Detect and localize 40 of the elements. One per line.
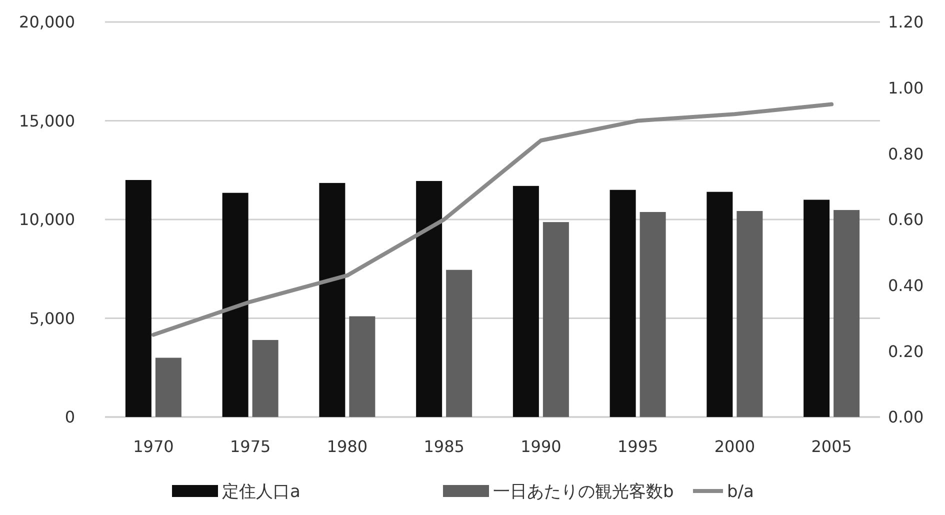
line-series [151, 102, 834, 337]
bar [155, 358, 182, 417]
bar [736, 211, 763, 417]
y2-tick-label: 0.60 [888, 210, 924, 230]
bar [834, 210, 860, 417]
x-tick-label: 2005 [811, 437, 852, 456]
y2-tick-label: 0.40 [888, 276, 924, 295]
y-tick-label: 0 [64, 408, 75, 427]
bar [512, 186, 539, 417]
y2-tick-label: 0.00 [888, 408, 924, 427]
y2-tick-label: 0.80 [888, 144, 924, 164]
x-tick-label: 1995 [617, 437, 658, 456]
bar [706, 192, 733, 417]
legend-label: b/a [727, 482, 754, 502]
x-tick-label: 2000 [714, 437, 756, 456]
bar [542, 222, 569, 417]
x-tick-label: 1990 [520, 437, 562, 456]
x-tick-label: 1970 [133, 437, 174, 456]
bar [222, 192, 248, 417]
bar [804, 200, 830, 417]
bar [416, 180, 442, 417]
y-tick-label: 15,000 [19, 111, 75, 130]
bar [640, 212, 666, 417]
bar [610, 190, 636, 417]
bar [349, 316, 376, 417]
y2-tick-label: 0.20 [888, 342, 924, 361]
y-tick-label: 10,000 [19, 210, 75, 230]
bar [252, 340, 278, 417]
x-tick-label: 1975 [230, 437, 271, 456]
legend-label: 定住人口a [222, 482, 300, 502]
x-tick-label: 1980 [326, 437, 368, 456]
y2-tick-label: 1.20 [888, 12, 924, 32]
y2-tick-label: 1.00 [888, 78, 924, 98]
x-tick-label: 1985 [424, 437, 464, 456]
y-tick-label: 5,000 [29, 308, 75, 328]
y-tick-label: 20,000 [19, 12, 75, 32]
legend-label: 一日あたりの観光客数b [493, 482, 674, 502]
bar [319, 182, 346, 417]
bar [125, 180, 152, 417]
bar [446, 270, 472, 417]
